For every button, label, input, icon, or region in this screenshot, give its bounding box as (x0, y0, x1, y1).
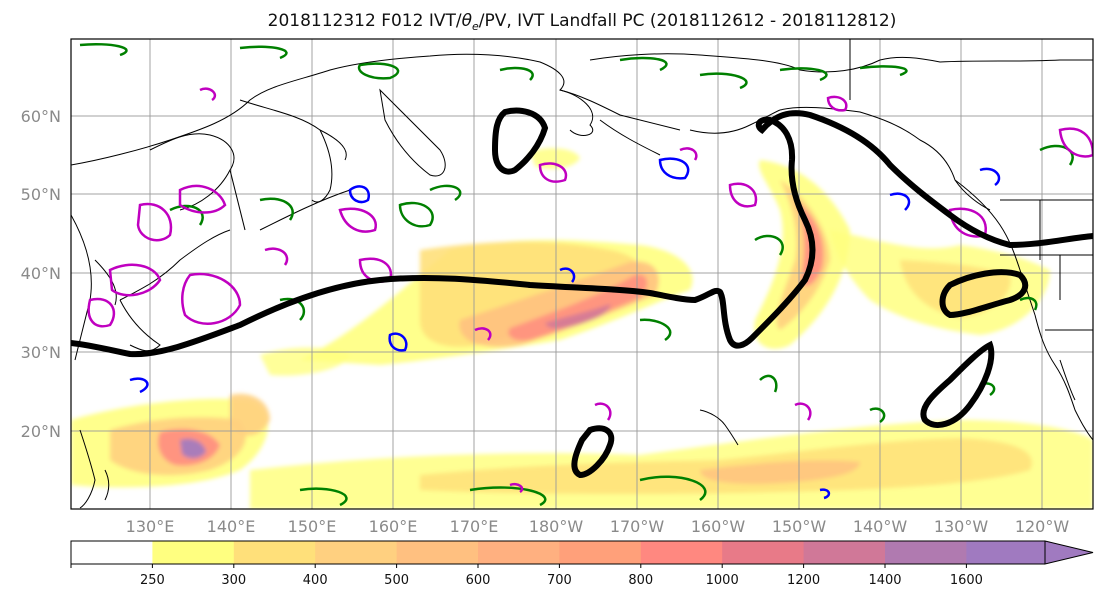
lon-label: 150°E (288, 517, 337, 536)
colorbar-tick-label: 800 (628, 573, 653, 588)
colorbar-segment (315, 541, 398, 564)
colorbar-segment (559, 541, 642, 564)
colorbar-tick-label: 1200 (787, 573, 820, 588)
colorbar-tick-label: 500 (384, 573, 409, 588)
lon-label: 130°W (934, 517, 989, 536)
coastlines (71, 39, 1093, 509)
lat-label: 60°N (21, 107, 61, 126)
colorbar-segment (722, 541, 805, 564)
latitude-labels: 60°N 50°N 40°N 30°N 20°N (21, 107, 61, 441)
pv-contours-blue (129, 157, 1001, 500)
lat-label: 30°N (21, 343, 61, 362)
lon-label: 140°W (853, 517, 908, 536)
lon-label: 120°W (1015, 517, 1070, 536)
lon-label: 160°W (691, 517, 746, 536)
colorbar-segment (478, 541, 560, 564)
ivt-shading (71, 148, 1093, 509)
theta-e-contours (71, 107, 1093, 479)
lon-label: 130°E (126, 517, 175, 536)
lat-label: 40°N (21, 264, 61, 283)
colorbar-segment (152, 541, 235, 564)
colorbar-tick-label: 1400 (868, 573, 901, 588)
figure-title: 2018112312 F012 IVT/θe/PV, IVT Landfall … (268, 11, 897, 33)
lon-label: 150°W (772, 517, 827, 536)
lon-label: 140°E (207, 517, 256, 536)
colorbar-tick-label: 1000 (706, 573, 739, 588)
lon-label: 180°W (529, 517, 584, 536)
lat-label: 50°N (21, 185, 61, 204)
lon-label: 160°E (369, 517, 418, 536)
pv-contours-green (79, 42, 1074, 507)
colorbar-segment (640, 541, 723, 564)
colorbar-segment (966, 541, 1045, 564)
colorbar-tick-label: 1600 (950, 573, 983, 588)
map-panel (71, 39, 1093, 509)
lat-label: 20°N (21, 422, 61, 441)
colorbar-tick-label: 600 (466, 573, 491, 588)
colorbar-segment (885, 541, 967, 564)
lon-label: 170°E (450, 517, 499, 536)
longitude-labels: 130°E 140°E 150°E 160°E 170°E 180°W 170°… (126, 517, 1070, 536)
lon-label: 170°W (610, 517, 665, 536)
colorbar-frame (70, 540, 1045, 565)
colorbar-tick-label: 250 (140, 573, 165, 588)
colorbar-tick-label: 700 (547, 573, 572, 588)
colorbar-tick-label: 400 (303, 573, 328, 588)
colorbar-extend-arrow (1044, 540, 1094, 565)
colorbar-segment (396, 541, 479, 564)
colorbar-tick-label: 300 (221, 573, 246, 588)
map-frame (70, 38, 1094, 510)
colorbar-segment (803, 541, 886, 564)
colorbar: 250 300 400 500 600 700 800 1000 1200 1400 1600 (70, 540, 1094, 588)
colorbar-segment (233, 541, 316, 564)
colorbar-segment (71, 541, 153, 564)
